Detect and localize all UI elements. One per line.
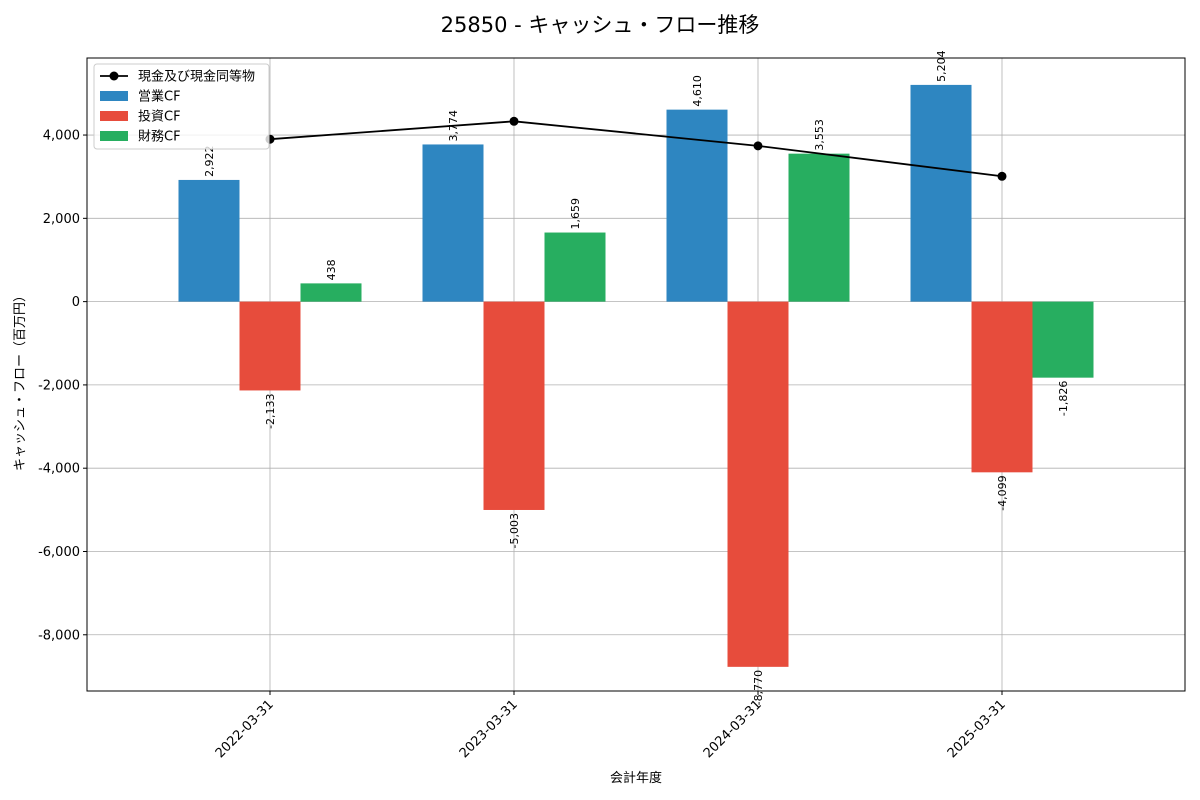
x-axis-label: 会計年度 xyxy=(610,770,662,786)
bar xyxy=(239,301,301,391)
legend-bar-swatch xyxy=(100,111,128,121)
cash-marker xyxy=(997,171,1007,181)
bar-value-label: -1,826 xyxy=(1057,381,1070,416)
bar-value-label: 4,610 xyxy=(691,75,704,107)
bar xyxy=(971,301,1033,473)
y-tick-label: -6,000 xyxy=(38,545,80,560)
chart-title: 25850 - キャッシュ・フロー推移 xyxy=(441,13,760,37)
plot-frame xyxy=(86,57,1186,692)
bar xyxy=(788,153,850,302)
cash-marker xyxy=(753,141,763,151)
bar xyxy=(1032,301,1094,378)
y-tick-label: 0 xyxy=(72,295,80,310)
bar xyxy=(483,301,545,510)
bar-value-label: 5,204 xyxy=(935,50,948,82)
x-tick-label: 2024-03-31 xyxy=(701,697,765,761)
bar xyxy=(544,232,606,302)
y-tick-label: -8,000 xyxy=(38,628,80,643)
cash-marker xyxy=(509,116,519,126)
bar-value-label: 438 xyxy=(325,259,338,280)
bar-value-label: 3,774 xyxy=(447,110,460,142)
y-tick-label: 4,000 xyxy=(43,129,80,144)
bar-value-label: 1,659 xyxy=(569,198,582,230)
x-tick-label: 2023-03-31 xyxy=(457,697,521,761)
bar xyxy=(910,84,972,302)
y-tick-label: -4,000 xyxy=(38,462,80,477)
bar xyxy=(300,283,362,302)
bar xyxy=(178,179,240,302)
bar-value-label: -4,099 xyxy=(996,475,1009,510)
bar xyxy=(727,301,789,667)
data-labels-layer: 2,922 3,774 4,610 5,204 -2,133 -5,003 -8,770 -4… xyxy=(203,50,1070,705)
bars-layer xyxy=(178,84,1094,667)
legend-bar-swatch xyxy=(100,131,128,141)
legend-bar-swatch xyxy=(100,91,128,101)
bar-value-label: -5,003 xyxy=(508,513,521,548)
bar-value-label: 2,922 xyxy=(203,145,216,177)
x-tick-label: 2025-03-31 xyxy=(945,697,1009,761)
y-tick-label: 2,000 xyxy=(43,212,80,227)
cash-line xyxy=(269,120,1003,178)
bar xyxy=(422,144,484,302)
bar-value-label: -2,133 xyxy=(264,393,277,428)
legend-marker-swatch xyxy=(109,71,119,81)
bar-value-label: 3,553 xyxy=(813,119,826,151)
line-layer xyxy=(265,116,1007,181)
y-tick-label: -2,000 xyxy=(38,378,80,393)
bar-value-label: -8,770 xyxy=(752,670,765,705)
legend-box xyxy=(93,63,270,150)
legend-entry-label: 営業CF xyxy=(138,89,181,105)
legend-entry-label: 現金及び現金同等物 xyxy=(138,69,255,85)
x-tick-label: 2022-03-31 xyxy=(213,697,277,761)
legend-entry-label: 投資CF xyxy=(138,109,181,125)
y-axis-label: キャッシュ・フロー（百万円） xyxy=(13,289,28,471)
legend-entry-label: 財務CF xyxy=(138,130,181,145)
